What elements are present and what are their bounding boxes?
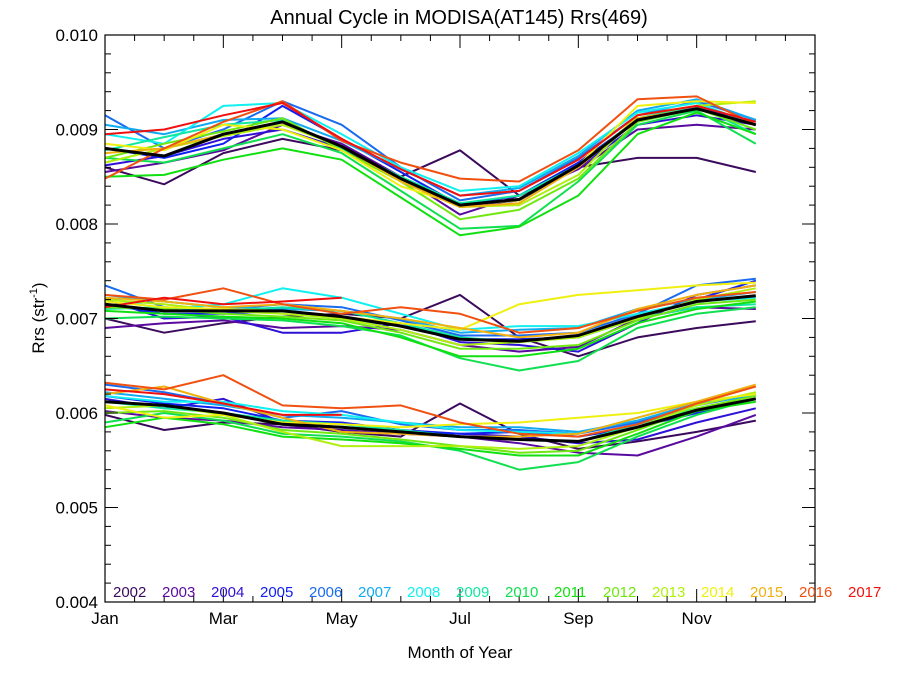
x-tick-label: Jan: [91, 609, 118, 628]
series-line-2011: [104, 300, 756, 358]
series-line-2017: [104, 388, 342, 416]
legend-item-2007: 2007: [358, 584, 391, 601]
series-line-2002: [104, 137, 757, 197]
series-line-2014: [104, 393, 756, 429]
x-tick-label: Mar: [209, 609, 239, 628]
legend-item-2016: 2016: [799, 584, 832, 601]
legend-item-2013: 2013: [652, 584, 685, 601]
series-line-2010: [104, 109, 757, 230]
legend-item-2006: 2006: [309, 584, 342, 601]
legend-item-2015: 2015: [750, 584, 783, 601]
x-axis: Jan Mar May Jul Sep Nov: [91, 35, 816, 628]
legend: 2002 2003 2004 2005 2006 2007 2008 2009 2010 2011…: [113, 584, 881, 601]
plot-lines: [104, 95, 757, 471]
legend-item-2002: 2002: [113, 584, 146, 601]
legend-item-2012: 2012: [603, 584, 636, 601]
x-tick-label: Sep: [563, 609, 593, 628]
legend-item-2011: 2011: [554, 584, 586, 601]
chart-title: Annual Cycle in MODISA(AT145) Rrs(469): [270, 7, 648, 29]
y-tick-label: 0.004: [55, 593, 98, 612]
legend-item-2009: 2009: [456, 584, 489, 601]
series-line-2012: [104, 395, 757, 454]
y-axis-label-main: Rrs (str: [29, 298, 48, 354]
series-line-2014: [104, 281, 756, 331]
series-line-2015: [104, 284, 756, 339]
mean-line: [104, 397, 757, 443]
legend-item-2005: 2005: [260, 584, 293, 601]
x-tick-label: Nov: [682, 609, 713, 628]
legend-item-2008: 2008: [407, 584, 440, 601]
y-tick-label: 0.008: [55, 215, 98, 234]
legend-item-2004: 2004: [211, 584, 244, 601]
series-line-2017: [104, 296, 342, 309]
mean-line: [104, 294, 756, 343]
series-line-2011: [104, 111, 757, 237]
mean-line: [104, 107, 757, 207]
y-tick-label: 0.005: [55, 499, 98, 518]
x-tick-label: Jul: [449, 609, 471, 628]
y-tick-label: 0.006: [55, 404, 98, 423]
legend-item-2003: 2003: [162, 584, 195, 601]
series-line-2016: [104, 374, 757, 438]
series-line-2012: [104, 298, 756, 350]
series-line-2016: [104, 95, 757, 183]
y-axis-label-close: ): [29, 282, 48, 288]
y-axis: 0.004 0.005 0.006 0.007 0.008 0.009 0.010: [55, 26, 815, 612]
series-line-2008: [104, 102, 757, 192]
series-line-2012: [104, 107, 757, 221]
y-axis-label-exponent: -1: [28, 288, 40, 298]
series-line-2017: [104, 102, 757, 197]
series-line-2002: [104, 293, 756, 358]
series-line-2014: [104, 100, 756, 207]
x-axis-label: Month of Year: [408, 643, 513, 662]
series-line-2008: [104, 287, 756, 331]
legend-item-2017: 2017: [848, 584, 881, 601]
x-tick-label: May: [326, 609, 359, 628]
y-tick-label: 0.007: [55, 310, 98, 329]
y-axis-label: Rrs (str-1): [28, 282, 48, 353]
y-tick-label: 0.010: [55, 26, 98, 45]
series-line-2016: [104, 287, 756, 334]
legend-item-2010: 2010: [505, 584, 538, 601]
y-tick-label: 0.009: [55, 121, 98, 140]
legend-item-2014: 2014: [701, 584, 734, 601]
